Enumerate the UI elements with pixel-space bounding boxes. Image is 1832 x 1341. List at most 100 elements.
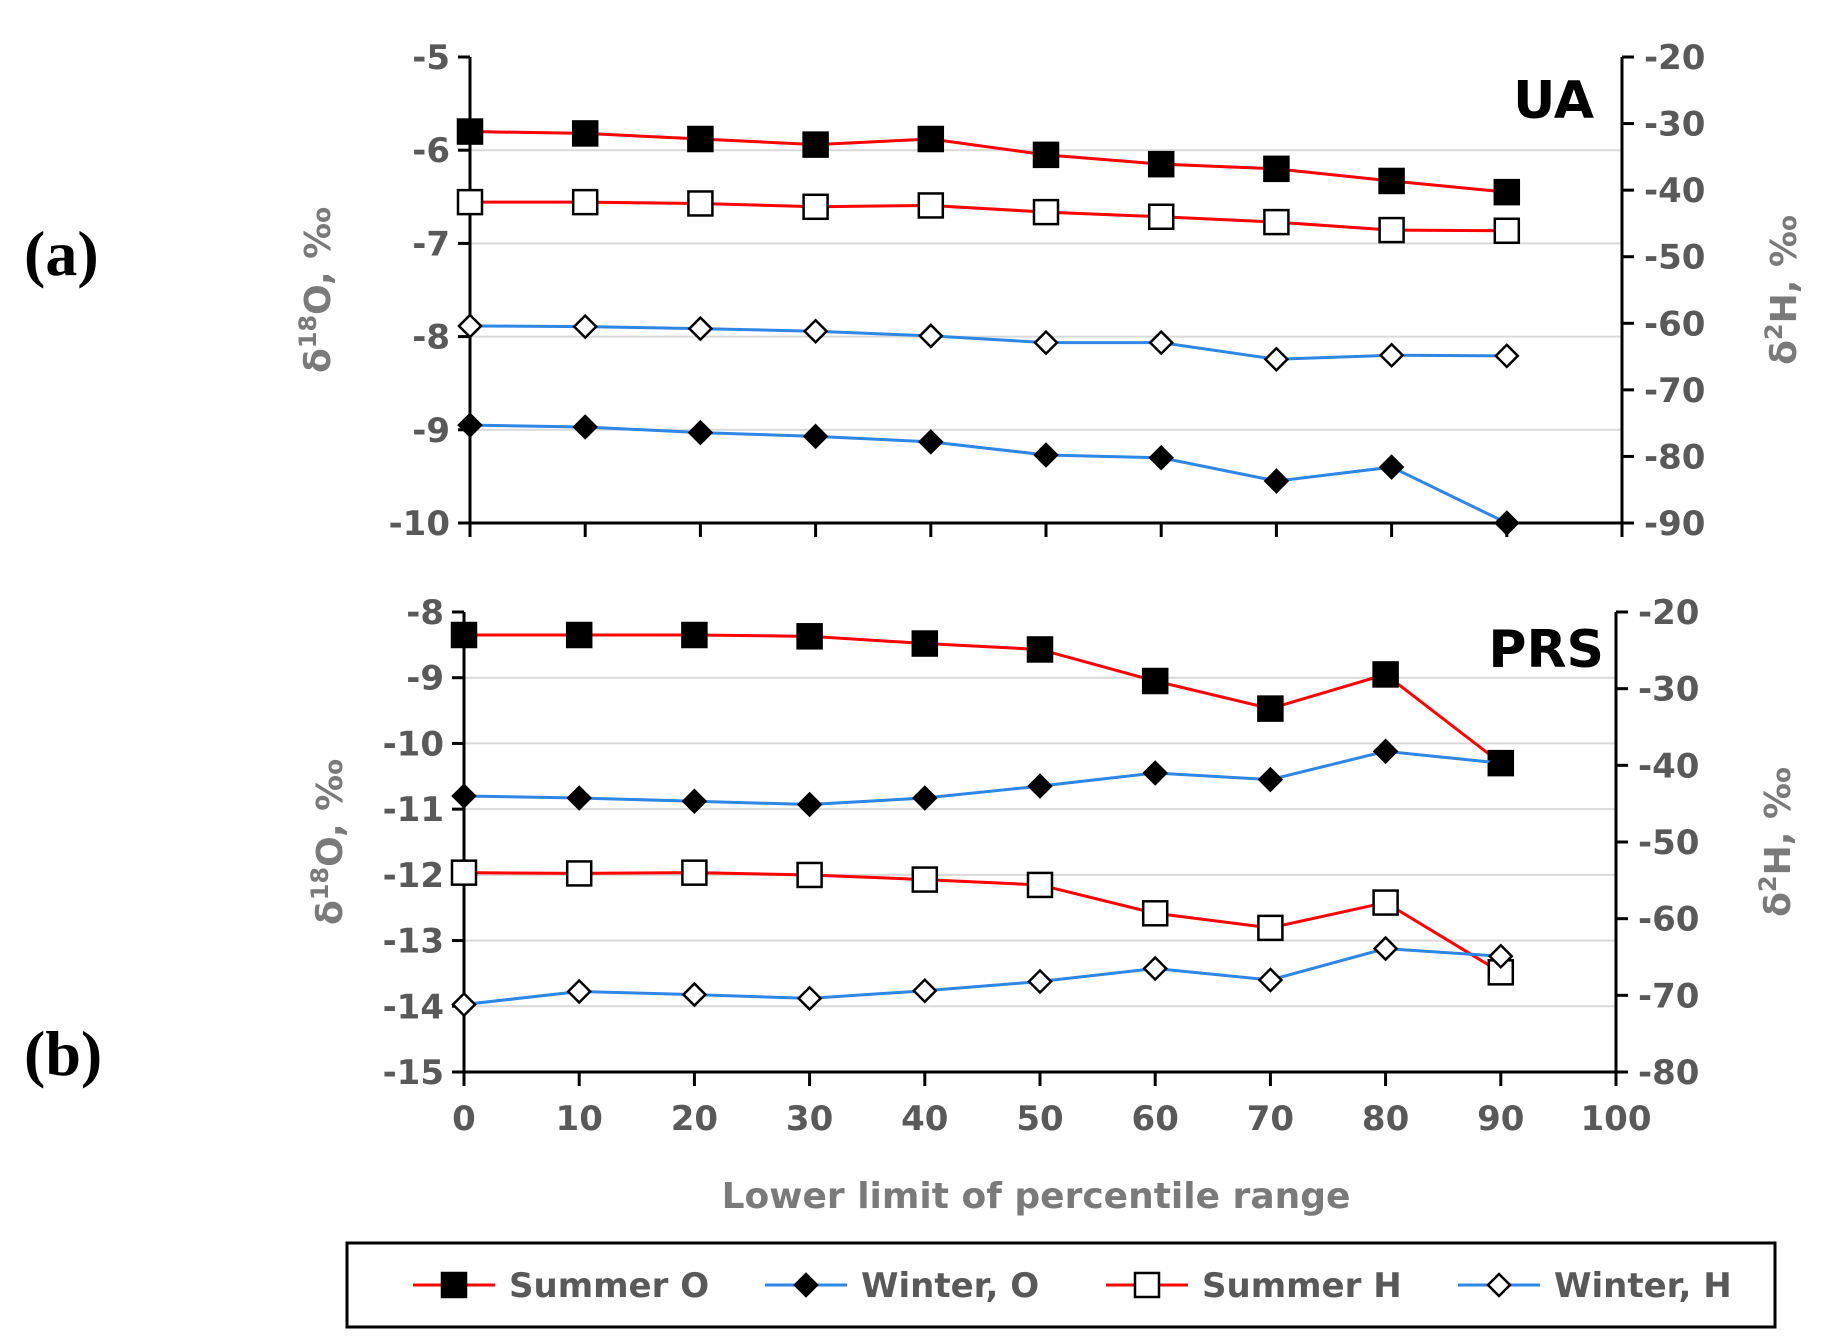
data-point [912,785,938,811]
y-tick-label-right: -30 [1638,670,1699,710]
data-point [911,630,939,657]
data-point [687,419,714,446]
legend-label: Winter, O [861,1266,1039,1306]
data-point [1142,760,1168,786]
data-point [1263,468,1290,494]
y-axis-title-right: δ2H, ‰ [1760,215,1805,365]
data-point [796,861,823,889]
y-tick-label-left: -14 [383,987,444,1027]
y-tick-label-left: -5 [412,38,450,78]
legend-marker [793,1272,819,1298]
legend: Summer O Winter, O Summer H Winter, H [345,1241,1777,1329]
series-winter-o [451,738,1514,818]
y-tick-label-right: -20 [1644,38,1705,78]
panel-b-label: (b) [24,1018,102,1089]
legend-item: Winter, O [765,1266,1039,1306]
series-line [470,200,1507,233]
data-point [1026,636,1054,663]
data-point [571,120,599,147]
series-line [469,324,1507,361]
legend-item: Summer O [413,1266,709,1306]
data-point [912,977,938,1004]
data-point [918,323,944,349]
panel-a-label: (a) [24,218,99,289]
data-point [451,783,477,809]
y-tick-label-left: -11 [383,790,444,830]
series-line [464,633,1502,765]
y-tick-label-right: -30 [1644,105,1705,145]
data-point [681,859,708,886]
data-point [687,190,714,217]
data-point [1027,773,1053,799]
data-point [1493,178,1521,206]
data-point [802,318,829,345]
x-tick-label: 30 [786,1099,833,1139]
data-point [1032,198,1060,226]
series-summer-o [456,118,1521,206]
data-point [911,866,939,893]
legend-label: Summer H [1202,1266,1402,1306]
y-tick-label-left: -15 [383,1053,444,1093]
data-point [1257,967,1284,993]
y-tick-label-left: -8 [412,318,450,358]
panel-title: UA [1513,71,1594,131]
data-point [681,788,708,815]
legend-marker [1133,1271,1161,1299]
y-tick-label-left: -9 [412,411,450,451]
data-point [687,315,714,342]
legend-marker [1486,1272,1512,1298]
data-point [1257,914,1284,942]
data-point [802,423,829,450]
data-point [450,621,478,649]
x-tick-label: 90 [1477,1099,1524,1139]
y-tick-label-right: -80 [1644,437,1705,477]
data-point [566,785,592,811]
y-tick-label-left: -9 [406,659,444,699]
legend-label: Winter, H [1554,1266,1732,1306]
y-tick-label-right: -80 [1638,1053,1699,1093]
chart-ua: -5 -6 -7 -8 -9 -10 -20 -30 -40 -50 -60 -70 -80 -90 UA δ… [294,38,1805,544]
series-summer-h [456,188,1521,245]
data-point [687,125,714,153]
data-point [1263,346,1290,373]
data-point [1027,968,1053,995]
data-point [1032,141,1060,169]
y-tick-label-left: -6 [412,131,450,171]
data-point [1263,208,1290,236]
series-line [463,947,1501,1007]
data-point [1033,442,1059,468]
y-tick-label-right: -50 [1644,238,1705,278]
data-point [1148,444,1174,471]
y-tick-label-left: -12 [383,856,444,896]
legend-label: Summer O [509,1266,709,1306]
data-point [681,981,708,1008]
data-point [1494,510,1520,536]
y-tick-label-right: -50 [1638,823,1699,863]
legend-marker [440,1271,468,1299]
series-summer-o [450,621,1515,777]
data-point [1372,738,1399,765]
y-axis-title-left: δ18O, ‰ [294,207,339,373]
y-tick-label-right: -40 [1638,746,1699,786]
data-point [1148,329,1174,356]
data-point [1026,871,1054,899]
data-point [802,131,829,158]
data-point [1488,750,1514,776]
legend-item: Summer H [1106,1266,1402,1306]
data-point [457,412,483,438]
data-point [796,623,823,650]
data-point [451,991,477,1018]
data-point [917,192,945,219]
data-point [918,429,944,455]
x-tick-label: 40 [901,1099,948,1139]
y-axis-title-left: δ18O, ‰ [306,759,351,925]
data-point [571,188,599,216]
data-point [1378,167,1405,195]
y-tick-label-right: -90 [1644,504,1705,544]
series-summer-h [450,859,1515,986]
data-point [796,791,823,818]
x-tick-label: 20 [671,1099,718,1139]
data-point [1372,661,1399,688]
data-point [572,313,598,340]
data-point [450,859,478,886]
